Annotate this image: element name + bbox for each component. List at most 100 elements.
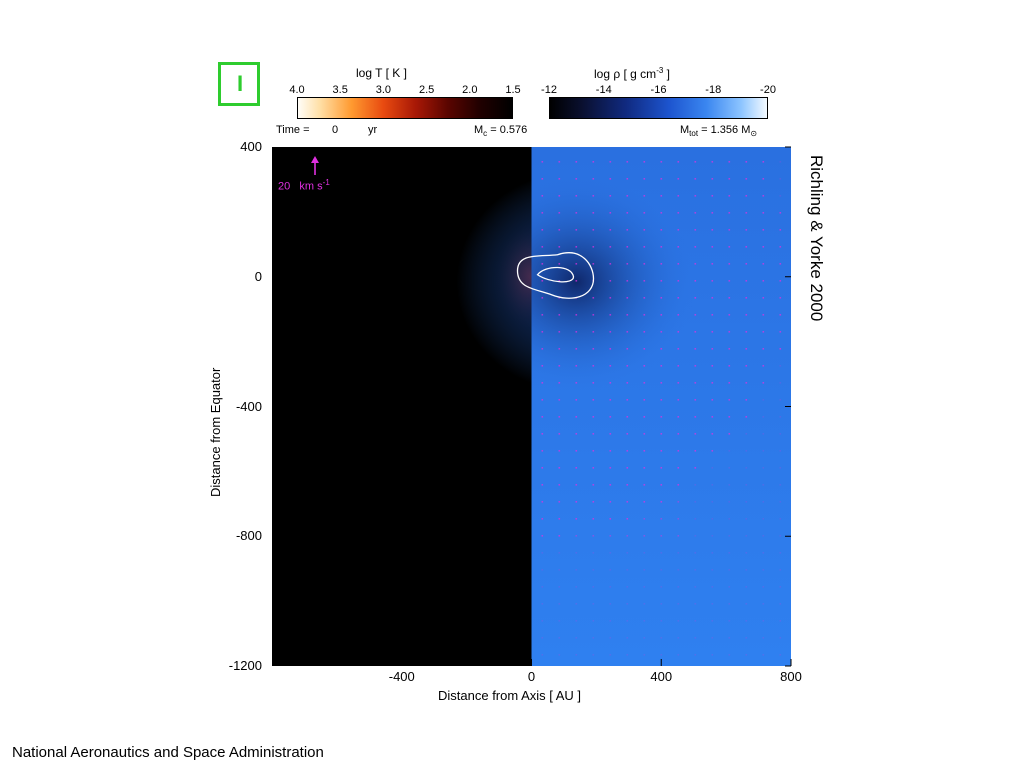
velocity-vector — [779, 178, 782, 180]
velocity-vector — [558, 331, 561, 333]
velocity-vector — [558, 195, 561, 197]
velocity-vector — [677, 348, 680, 350]
velocity-vector — [745, 620, 748, 622]
velocity-vector — [728, 212, 731, 214]
velocity-vector — [541, 603, 544, 605]
colorbar-tick-label: 4.0 — [289, 84, 305, 96]
velocity-vector — [711, 569, 714, 571]
velocity-vector — [745, 501, 748, 503]
velocity-vector — [660, 552, 663, 554]
velocity-vector — [643, 365, 646, 367]
velocity-vector — [745, 229, 748, 231]
velocity-vector — [660, 348, 663, 350]
velocity-vector — [609, 586, 612, 588]
velocity-vector — [609, 552, 612, 554]
colorbar-tick-label: 2.0 — [462, 84, 478, 96]
density-colorbar — [549, 97, 768, 119]
colorbar-tick-label: 2.5 — [418, 84, 435, 96]
velocity-vector — [592, 433, 595, 435]
time-unit: yr — [368, 124, 378, 136]
velocity-vector — [762, 450, 765, 452]
velocity-vector — [609, 178, 612, 180]
frame-marker: I — [218, 62, 260, 106]
velocity-vector — [779, 637, 782, 639]
velocity-vector — [694, 433, 697, 435]
velocity-vector — [575, 433, 578, 435]
velocity-vector — [541, 654, 544, 656]
velocity-vector — [541, 586, 544, 588]
colorbar-tick-label: -18 — [705, 84, 722, 96]
velocity-vector — [541, 314, 544, 316]
velocity-vector — [762, 484, 765, 486]
velocity-vector — [643, 501, 646, 503]
velocity-vector — [592, 348, 595, 350]
velocity-vector — [779, 161, 782, 163]
velocity-vector — [575, 212, 578, 214]
velocity-vector — [541, 620, 544, 622]
velocity-vector — [609, 620, 612, 622]
velocity-vector — [626, 246, 629, 248]
velocity-vector — [609, 535, 612, 537]
velocity-vector — [779, 331, 782, 333]
velocity-vector — [745, 331, 748, 333]
colorbar-tick-label: -14 — [595, 84, 612, 96]
velocity-vector — [694, 603, 697, 605]
velocity-vector — [728, 399, 731, 401]
velocity-vector — [677, 535, 680, 537]
velocity-vector — [558, 399, 561, 401]
velocity-vector — [711, 161, 714, 163]
velocity-vector — [694, 297, 697, 299]
velocity-vector — [609, 467, 612, 469]
velocity-vector — [745, 535, 748, 537]
velocity-vector — [541, 297, 544, 299]
velocity-vector — [694, 450, 697, 452]
velocity-vector — [626, 518, 629, 520]
velocity-vector — [592, 297, 595, 299]
velocity-vector — [745, 314, 748, 316]
velocity-vector — [643, 484, 646, 486]
velocity-vector — [677, 569, 680, 571]
velocity-vector — [592, 382, 595, 384]
velocity-vector — [643, 399, 646, 401]
velocity-vector — [745, 297, 748, 299]
velocity-vector — [541, 246, 544, 248]
velocity-vector — [592, 603, 595, 605]
velocity-vector — [660, 280, 663, 282]
velocity-vector — [694, 263, 697, 265]
velocity-vector — [745, 416, 748, 418]
time-label: Time = — [276, 124, 310, 136]
velocity-vector — [643, 178, 646, 180]
velocity-vector — [728, 246, 731, 248]
colorbar-tick-label: 1.5 — [505, 84, 521, 96]
velocity-vector — [626, 229, 629, 231]
velocity-vector — [626, 586, 629, 588]
velocity-vector — [677, 586, 680, 588]
velocity-vector — [660, 416, 663, 418]
velocity-key-value: 20 — [278, 180, 291, 193]
velocity-vector — [626, 382, 629, 384]
velocity-vector — [694, 161, 697, 163]
velocity-vector — [728, 331, 731, 333]
velocity-vector — [609, 161, 612, 163]
velocity-vector — [643, 450, 646, 452]
velocity-vector — [541, 212, 544, 214]
y-tick-label: 400 — [240, 139, 262, 154]
velocity-vector — [660, 637, 663, 639]
velocity-vector — [711, 314, 714, 316]
velocity-vector — [609, 484, 612, 486]
x-tick-label: 0 — [527, 669, 536, 684]
frame-glyph: I — [237, 71, 244, 96]
velocity-vector — [711, 365, 714, 367]
velocity-vector — [541, 331, 544, 333]
velocity-vector — [711, 484, 714, 486]
y-tick-label: -800 — [235, 528, 262, 544]
velocity-vector — [762, 467, 765, 469]
velocity-vector — [779, 433, 782, 435]
velocity-vector — [575, 450, 578, 452]
velocity-vector — [541, 484, 544, 486]
velocity-vector — [711, 416, 714, 418]
velocity-vector — [626, 178, 629, 180]
velocity-vector — [626, 467, 629, 469]
velocity-vector — [575, 195, 578, 197]
velocity-vector — [575, 484, 578, 486]
